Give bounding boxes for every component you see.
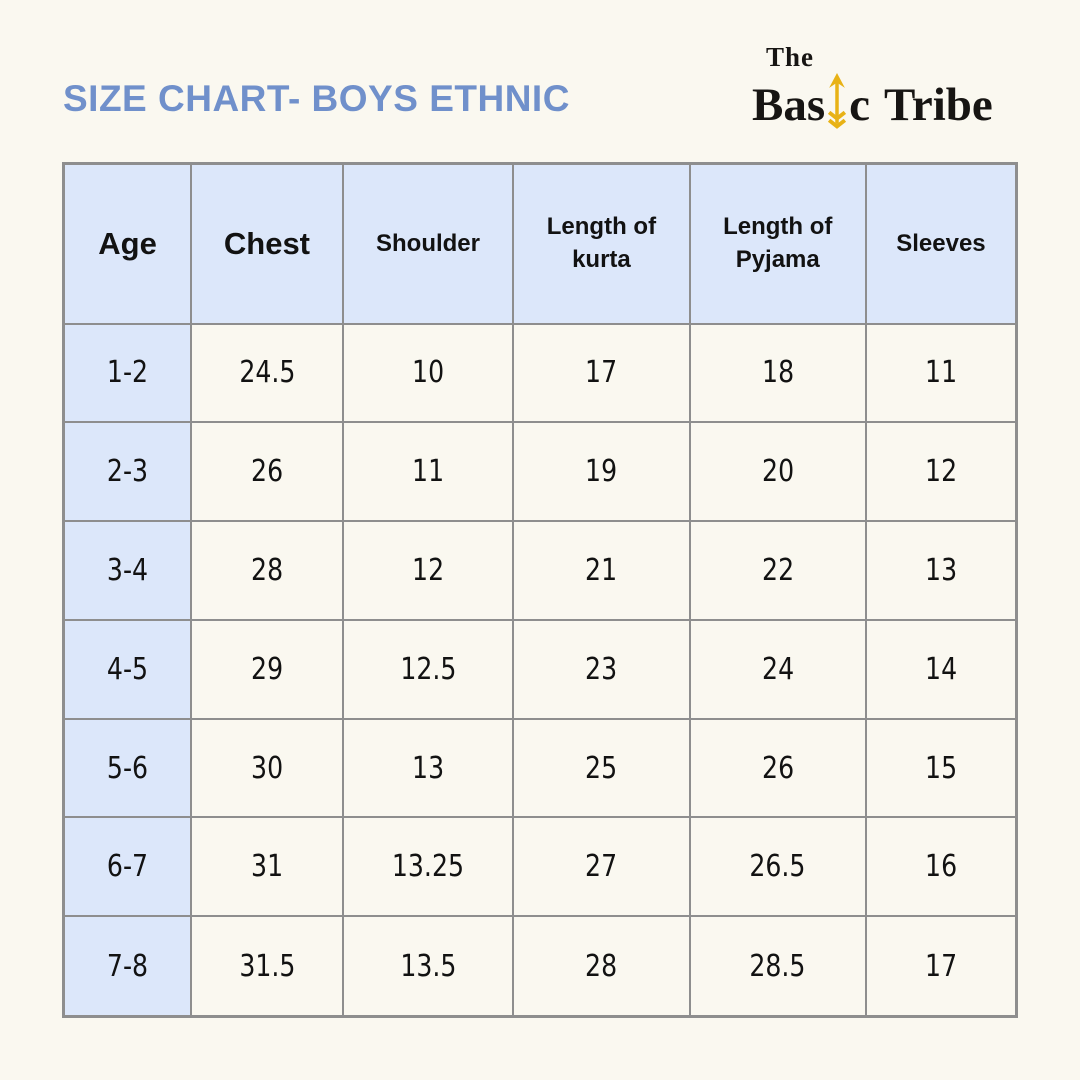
table-cell: 18 xyxy=(688,322,867,424)
table-cell: 25 xyxy=(512,717,691,819)
age-cell: 5-6 xyxy=(62,717,193,819)
column-header-age: Age xyxy=(62,162,193,325)
age-cell: 1-2 xyxy=(62,322,193,424)
table-cell: 27 xyxy=(512,816,691,918)
table-cell: 24 xyxy=(688,618,867,720)
table-cell: 13 xyxy=(864,520,1018,621)
logo-text-c: c xyxy=(849,79,871,131)
table-cell: 12 xyxy=(341,520,515,621)
logo-text-bas: Bas xyxy=(752,79,826,131)
logo-wordmark: Bas c Tribe xyxy=(752,73,1032,129)
age-cell: 2-3 xyxy=(62,421,193,523)
table-cell: 11 xyxy=(341,421,515,523)
table-cell: 31.5 xyxy=(190,915,344,1018)
table-cell: 12 xyxy=(864,421,1018,523)
table-cell: 24.5 xyxy=(190,322,344,424)
table-row: 3-4 28 12 21 22 13 xyxy=(62,520,1018,621)
table-cell: 31 xyxy=(190,816,344,918)
column-header-sleeves: Sleeves xyxy=(864,162,1018,325)
table-row: 2-3 26 11 19 20 12 xyxy=(62,421,1018,523)
table-row: 5-6 30 13 25 26 15 xyxy=(62,717,1018,819)
up-arrow-icon xyxy=(828,73,847,129)
age-cell: 4-5 xyxy=(62,618,193,720)
column-header-length-of-kurta: Length of kurta xyxy=(512,162,691,325)
column-header-chest: Chest xyxy=(190,162,344,325)
table-cell: 10 xyxy=(341,322,515,424)
table-cell: 14 xyxy=(864,618,1018,720)
table-cell: 26 xyxy=(688,717,867,819)
table-cell: 26 xyxy=(190,421,344,523)
table-cell: 30 xyxy=(190,717,344,819)
brand-logo: The Bas c Tribe xyxy=(752,44,1032,129)
age-cell: 6-7 xyxy=(62,816,193,918)
table-cell: 22 xyxy=(688,520,867,621)
table-cell: 28.5 xyxy=(688,915,867,1018)
table-cell: 26.5 xyxy=(688,816,867,918)
column-header-length-of-pyjama: Length of Pyjama xyxy=(688,162,867,325)
age-cell: 3-4 xyxy=(62,520,193,621)
logo-word-the: The xyxy=(766,42,815,72)
age-cell: 7-8 xyxy=(62,915,193,1018)
column-header-shoulder: Shoulder xyxy=(341,162,515,325)
table-cell: 13 xyxy=(341,717,515,819)
table-cell: 16 xyxy=(864,816,1018,918)
table-cell: 11 xyxy=(864,322,1018,424)
table-cell: 21 xyxy=(512,520,691,621)
table-cell: 23 xyxy=(512,618,691,720)
table-row: 6-7 31 13.25 27 26.5 16 xyxy=(62,816,1018,918)
header-row: Age Chest Shoulder Length of kurta Lengt… xyxy=(62,162,1018,325)
table-cell: 20 xyxy=(688,421,867,523)
page-title: SIZE CHART- BOYS ETHNIC xyxy=(63,78,570,119)
table-cell: 15 xyxy=(864,717,1018,819)
size-chart-table: Age Chest Shoulder Length of kurta Lengt… xyxy=(62,162,1018,1018)
table-cell: 13.25 xyxy=(341,816,515,918)
table-cell: 12.5 xyxy=(341,618,515,720)
logo-text-tribe: Tribe xyxy=(884,79,993,131)
table-cell: 17 xyxy=(512,322,691,424)
table-cell: 17 xyxy=(864,915,1018,1018)
table-row: 4-5 29 12.5 23 24 14 xyxy=(62,618,1018,720)
table-cell: 28 xyxy=(190,520,344,621)
table-cell: 29 xyxy=(190,618,344,720)
table-cell: 19 xyxy=(512,421,691,523)
table-cell: 13.5 xyxy=(341,915,515,1018)
table-cell: 28 xyxy=(512,915,691,1018)
table-row: 1-2 24.5 10 17 18 11 xyxy=(62,322,1018,424)
table-row: 7-8 31.5 13.5 28 28.5 17 xyxy=(62,915,1018,1018)
